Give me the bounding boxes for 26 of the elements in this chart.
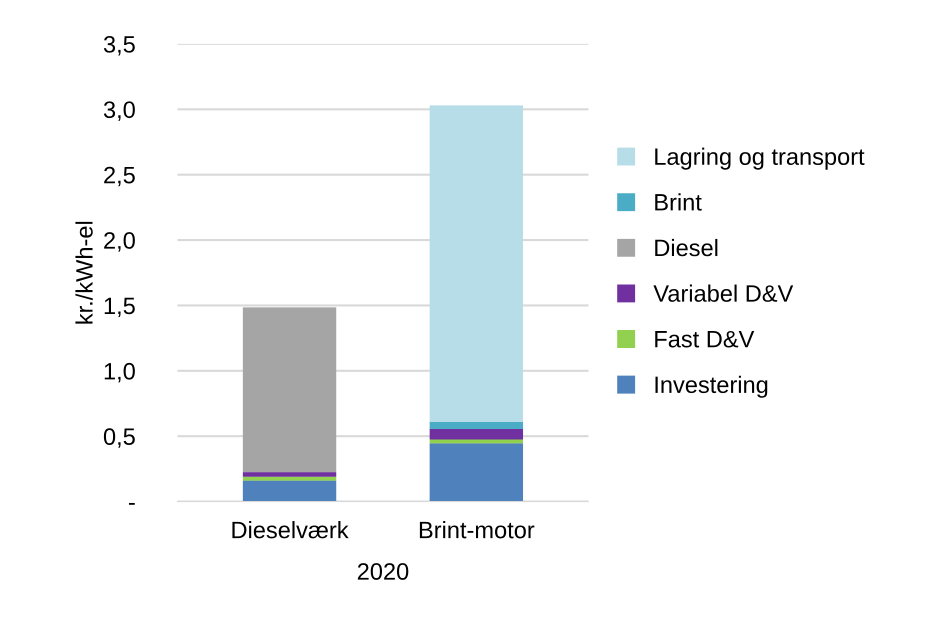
legend-label: Brint: [655, 193, 702, 211]
legend-label: Lagring og transport: [655, 148, 864, 170]
legend-label: Fast D&V: [655, 330, 754, 348]
x-tick-label: Brint-motor: [420, 521, 534, 538]
y-tick-label: 0,5: [104, 428, 135, 448]
y-axis-title: kr./kWh-el: [75, 222, 93, 324]
y-tick-label: 3,5: [104, 36, 135, 56]
y-tick-label: 2,5: [104, 166, 135, 186]
legend-label: Variabel D&V: [653, 284, 794, 302]
bar: [430, 439, 524, 444]
x-axis-title: 2020: [358, 563, 408, 580]
bar: [430, 105, 524, 422]
bar: [242, 307, 336, 472]
y-tick-label: 3,0: [104, 101, 135, 121]
y-tick-label: -: [128, 502, 135, 505]
bar: [430, 429, 524, 440]
y-tick-label: 2,0: [104, 232, 135, 252]
bar: [242, 472, 336, 477]
y-tick-label: 1,0: [104, 362, 135, 382]
x-tick-label: Dieselværk: [232, 521, 349, 538]
bar: [430, 443, 524, 502]
legend-label: Diesel: [655, 238, 718, 256]
bar: [242, 480, 336, 502]
y-tick-label: 1,5: [104, 298, 135, 318]
bar: [430, 422, 524, 430]
legend-label: Investering: [655, 376, 768, 398]
